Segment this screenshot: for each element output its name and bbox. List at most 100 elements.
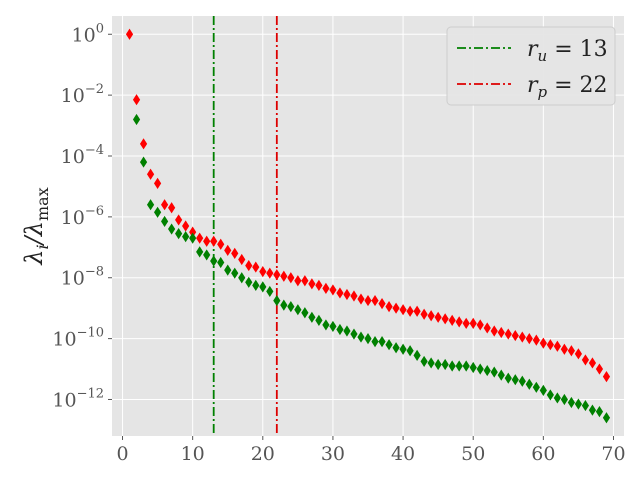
green-data-point xyxy=(497,369,505,381)
x-tick-label: 20 xyxy=(251,443,275,465)
green-data-point xyxy=(455,360,463,372)
red-data-point xyxy=(567,345,575,357)
green-data-point xyxy=(139,156,148,168)
green-data-point xyxy=(525,378,533,390)
red-data-point xyxy=(490,325,498,337)
green-data-point xyxy=(301,307,309,319)
red-data-point xyxy=(385,301,393,313)
green-data-point xyxy=(217,256,225,269)
green-data-point xyxy=(259,281,267,293)
red-data-point xyxy=(266,267,274,279)
green-data-point xyxy=(168,223,176,235)
green-data-point xyxy=(462,360,470,372)
red-data-point xyxy=(483,322,491,334)
green-data-point xyxy=(511,374,519,386)
x-tick-label: 70 xyxy=(601,443,625,465)
green-data-point xyxy=(153,206,162,218)
red-data-point xyxy=(588,357,597,369)
green-data-point xyxy=(567,396,575,409)
green-data-point xyxy=(595,406,604,418)
svg-text:λi/λmax: λi/λmax xyxy=(20,187,52,265)
red-data-point xyxy=(448,314,456,326)
red-data-point xyxy=(189,226,197,238)
y-tick-label: 10−6 xyxy=(61,204,104,229)
red-data-point xyxy=(518,331,526,343)
red-data-point xyxy=(357,293,365,305)
x-tick-label: 30 xyxy=(321,443,345,465)
red-data-point xyxy=(294,275,302,287)
red-data-point xyxy=(153,177,162,189)
green-data-point xyxy=(385,339,393,351)
green-data-point xyxy=(476,363,484,375)
y-axis: 100 10−2 10−4 10−6 10−8 10−10 10−12 xyxy=(52,21,112,411)
red-data-point xyxy=(574,348,583,360)
red-data-point xyxy=(553,340,561,352)
green-data-point xyxy=(490,366,498,378)
data-points xyxy=(125,28,611,424)
red-data-point xyxy=(441,313,449,325)
red-data-point xyxy=(301,275,309,287)
green-data-point xyxy=(420,355,428,368)
green-data-point xyxy=(322,319,330,331)
green-data-point xyxy=(378,336,386,348)
reference-lines xyxy=(212,16,278,436)
y-tick-label: 10−10 xyxy=(52,326,104,351)
red-data-point xyxy=(455,316,463,328)
green-data-point xyxy=(182,231,190,243)
green-data-point xyxy=(441,358,449,371)
red-data-point xyxy=(245,259,253,272)
x-tick-label: 50 xyxy=(461,443,485,465)
green-data-point xyxy=(175,228,183,240)
red-data-point xyxy=(217,238,225,250)
red-data-point xyxy=(434,311,442,323)
red-data-point xyxy=(238,253,246,266)
red-data-point xyxy=(322,282,330,294)
green-data-point xyxy=(273,294,281,307)
green-data-point xyxy=(132,113,141,126)
green-data-point xyxy=(588,404,597,416)
red-data-point xyxy=(399,304,407,316)
green-data-point xyxy=(469,361,477,374)
red-data-point xyxy=(196,232,204,244)
legend-label: rp = 22 xyxy=(527,73,608,101)
red-data-point xyxy=(132,94,141,106)
red-data-point xyxy=(364,294,372,307)
y-tick-label: 10−12 xyxy=(52,386,104,411)
green-data-point xyxy=(336,323,344,336)
red-data-point xyxy=(462,317,470,329)
red-data-point xyxy=(497,326,505,339)
red-data-point xyxy=(308,278,316,290)
green-data-point xyxy=(245,276,253,288)
green-data-point xyxy=(546,389,554,401)
red-data-point xyxy=(315,279,323,291)
green-data-point xyxy=(146,199,155,211)
green-data-point xyxy=(189,232,197,244)
green-data-point xyxy=(448,360,456,372)
red-data-point xyxy=(175,214,183,226)
green-data-point xyxy=(357,331,365,343)
red-data-point xyxy=(539,337,547,349)
red-data-point xyxy=(231,247,239,259)
y-tick-label: 10−4 xyxy=(61,143,104,168)
green-data-point xyxy=(329,320,337,333)
red-data-point xyxy=(413,305,421,317)
green-data-point xyxy=(161,215,169,228)
red-data-point xyxy=(350,290,358,302)
green-data-point xyxy=(210,255,218,267)
red-data-point xyxy=(168,202,176,214)
green-data-point xyxy=(504,372,512,384)
green-data-point xyxy=(238,272,246,284)
legend-box xyxy=(446,26,616,106)
y-tick-label: 10−2 xyxy=(61,82,104,107)
red-data-point xyxy=(560,343,568,355)
red-data-point xyxy=(378,298,386,310)
green-data-point xyxy=(224,264,232,276)
green-data-point xyxy=(406,345,414,357)
red-data-point xyxy=(476,319,484,331)
green-data-point xyxy=(266,285,274,298)
green-data-point xyxy=(539,384,547,396)
red-data-point xyxy=(161,199,169,211)
green-data-point xyxy=(413,349,421,361)
green-data-point xyxy=(287,301,295,313)
